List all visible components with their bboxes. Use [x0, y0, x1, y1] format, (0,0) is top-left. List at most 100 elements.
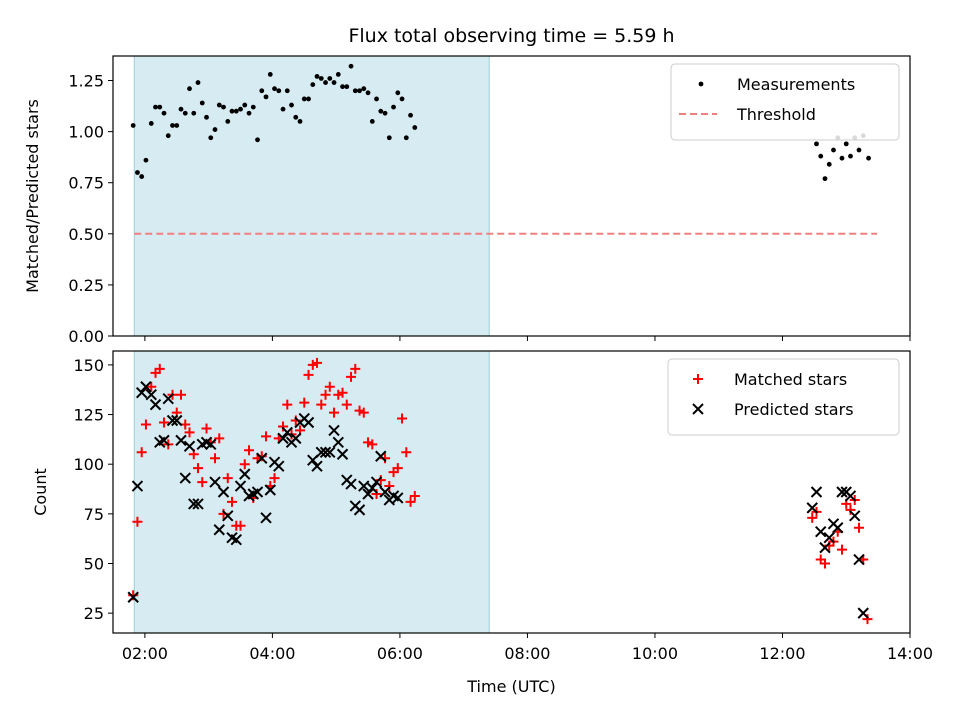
measurement-point — [331, 80, 337, 85]
matched-stars-point — [358, 407, 369, 418]
predicted-stars-point — [358, 480, 370, 492]
measurement-point — [297, 119, 303, 124]
predicted-stars-point — [311, 460, 323, 472]
measurement-point — [255, 137, 260, 143]
measurement-point — [391, 104, 396, 110]
matched-stars-point — [210, 453, 221, 464]
matched-stars-point — [282, 399, 293, 410]
measurement-point — [191, 110, 197, 116]
matched-stars-point — [401, 447, 412, 458]
measurement-point — [831, 147, 836, 153]
x-axis-label: Time (UTC) — [466, 677, 555, 696]
measurement-point — [187, 86, 192, 92]
measurement-point — [323, 80, 328, 85]
measurement-point — [153, 104, 158, 110]
predicted-stars-point — [345, 478, 357, 490]
measurement-point — [348, 63, 354, 69]
measurement-point — [148, 121, 154, 126]
measurement-point — [280, 106, 286, 112]
predicted-stars-point — [823, 531, 835, 544]
predicted-stars-point — [175, 434, 187, 447]
matched-stars-point — [807, 512, 818, 523]
matched-stars-point — [235, 520, 246, 531]
matched-stars-point — [299, 397, 310, 408]
x-tick-label: 08:00 — [504, 644, 550, 663]
matched-stars-point — [392, 463, 403, 474]
predicted-stars-point — [336, 448, 349, 460]
legend: Measurements Threshold — [670, 63, 900, 141]
measurement-point — [826, 161, 832, 167]
predicted-stars-point — [158, 434, 170, 447]
y-tick-label: 150 — [73, 356, 104, 375]
predicted-stars-point — [188, 498, 200, 510]
measurement-point — [143, 157, 149, 163]
x-tick-label: 04:00 — [249, 644, 295, 663]
measurement-point — [130, 123, 136, 128]
measurement-point — [208, 135, 214, 141]
matched-stars-point — [853, 522, 864, 533]
matched-stars-point — [862, 614, 873, 625]
predicted-stars-point — [251, 486, 264, 498]
predicted-stars-point — [140, 381, 152, 393]
matched-stars-point — [136, 447, 147, 458]
measurement-point — [135, 170, 140, 175]
matched-stars-point — [845, 504, 856, 515]
predicted-stars-point — [171, 414, 183, 427]
measurement-point — [403, 135, 409, 141]
predicted-stars-point — [392, 492, 404, 504]
matched-stars-point — [239, 459, 250, 470]
predicted-stars-point — [230, 533, 242, 546]
measurement-point — [293, 114, 299, 120]
matched-stars-point — [159, 417, 170, 428]
matched-stars-point — [261, 431, 272, 442]
measurement-point — [822, 176, 828, 182]
axes-frame — [112, 55, 911, 337]
predicted-stars-point — [370, 476, 383, 488]
matched-stars-point — [312, 357, 323, 368]
legend-box — [667, 358, 900, 436]
predicted-stars-point — [366, 482, 378, 494]
predicted-stars-point — [324, 446, 336, 458]
measurement-point — [139, 174, 145, 179]
predicted-stars-point — [328, 424, 340, 437]
matched-stars-point — [384, 481, 395, 492]
x-tick-label: 14:00 — [887, 644, 933, 663]
predicted-stars-point — [217, 486, 230, 498]
legend: Matched stars Predicted stars — [667, 358, 900, 436]
chart-title: Flux total observing time = 5.59 h — [348, 25, 674, 47]
measurement-point — [382, 110, 388, 116]
matched-stars-point — [320, 389, 331, 400]
measurement-point — [242, 102, 248, 108]
measurement-point — [361, 86, 367, 92]
predicted-stars-point — [281, 426, 293, 439]
measurement-point — [170, 123, 175, 128]
matched-stars-point — [132, 516, 143, 527]
predicted-stars-point — [810, 486, 823, 498]
predicted-stars-point — [853, 553, 865, 566]
predicted-stars-point — [260, 512, 272, 524]
measurement-point — [357, 88, 362, 94]
matched-stars-point — [227, 496, 238, 507]
measurement-point — [216, 102, 222, 108]
matched-stars-point — [350, 363, 361, 374]
observing-interval-span — [133, 55, 490, 337]
legend-marker-measurements — [698, 81, 704, 87]
top-panel: 0.00 0.25 0.50 0.75 1.00 1.25 Matched/Predicte… — [23, 25, 911, 346]
measurement-point — [229, 108, 235, 114]
predicted-stars-point — [127, 591, 139, 603]
bottom-panel: 25 50 75 100 125 150 02:00 04:00 06:00 08:00 10:00… — [31, 350, 933, 696]
matched-stars-point — [222, 473, 233, 484]
observing-interval-span — [133, 350, 490, 634]
predicted-stars-point — [319, 446, 332, 458]
matched-stars-point — [409, 490, 420, 501]
matched-stars-point — [184, 427, 195, 438]
predicted-stars-point — [362, 488, 374, 500]
measurement-point — [314, 74, 320, 79]
matched-stars-point — [397, 413, 408, 424]
predicted-stars-point — [277, 432, 289, 445]
predicted-stars-point — [256, 452, 268, 464]
measurement-point — [318, 76, 324, 81]
predicted-stars-point — [815, 526, 827, 538]
matched-stars-point — [367, 439, 378, 450]
